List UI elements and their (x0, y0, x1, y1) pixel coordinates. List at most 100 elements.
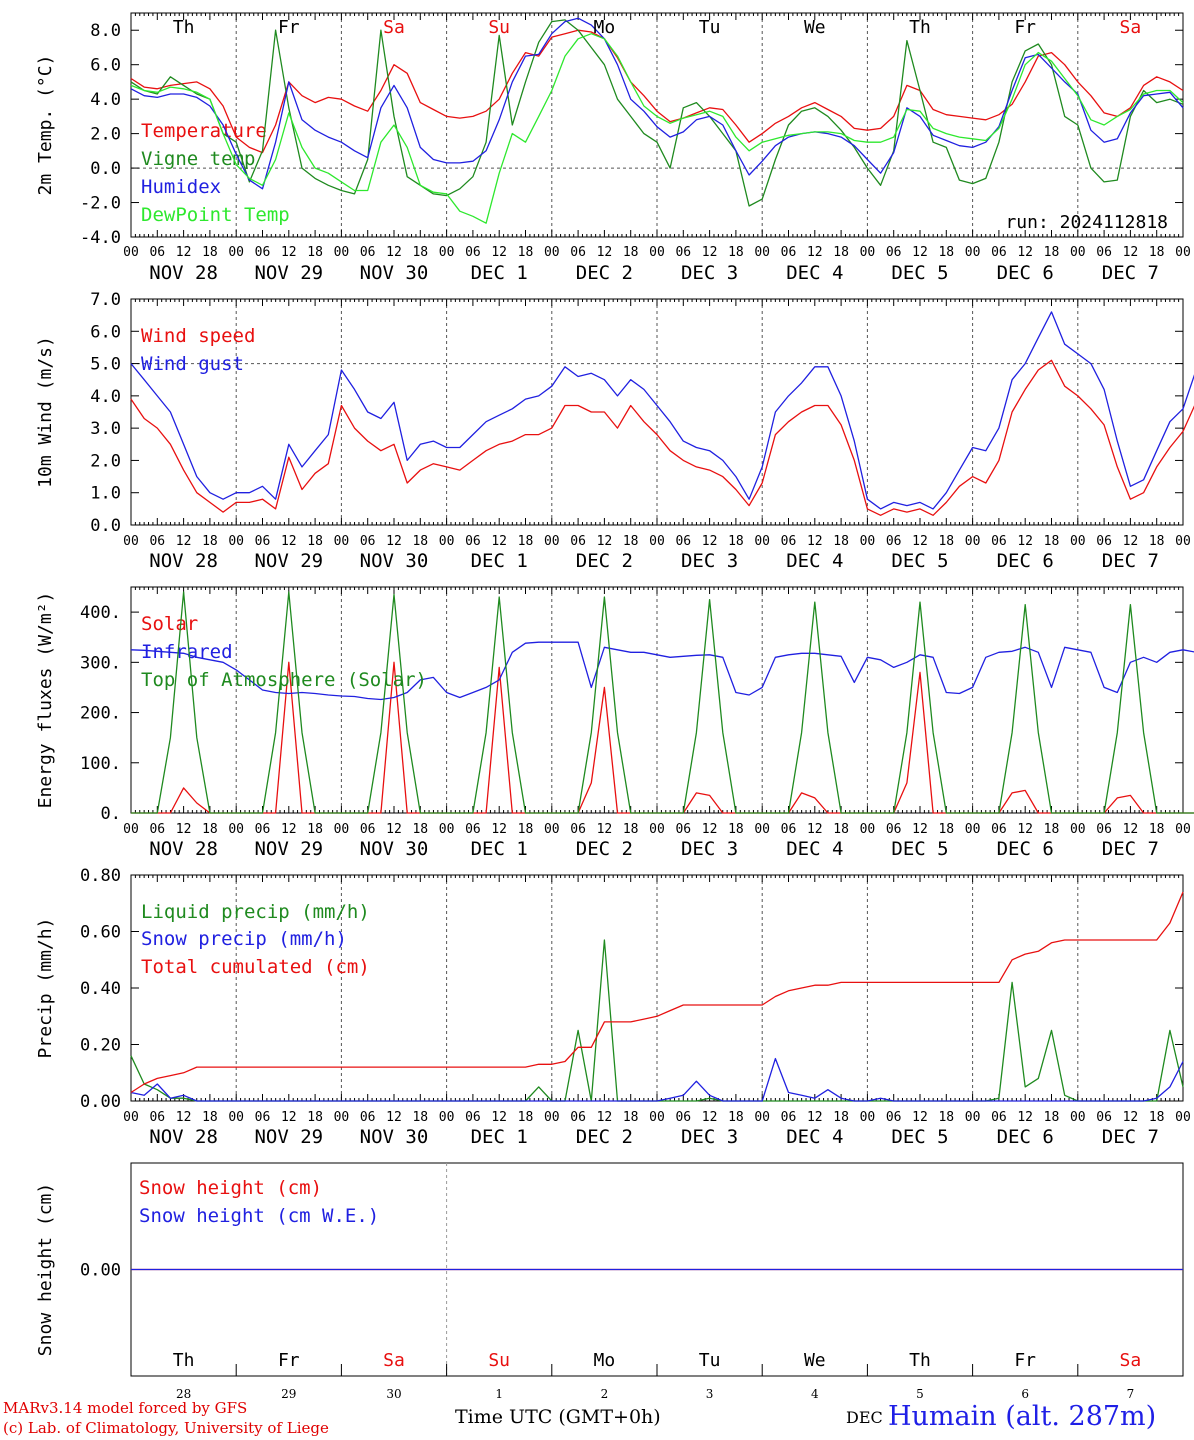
hour-tick-label: 12 (386, 1110, 402, 1125)
hour-tick-label: 00 (1070, 534, 1086, 549)
hour-tick-label: 00 (228, 245, 244, 260)
day-number-label: 29 (281, 1387, 296, 1401)
date-label: DEC 5 (891, 838, 948, 860)
station-name: Humain (alt. 287m) (888, 1401, 1157, 1432)
weekday-label: Fr (1014, 1350, 1036, 1371)
hour-tick-label: 00 (754, 245, 770, 260)
hour-tick-label: 12 (281, 1110, 297, 1125)
hour-tick-label: 18 (412, 822, 428, 837)
hour-tick-label: 06 (570, 534, 586, 549)
weekday-label: Mo (594, 1350, 616, 1371)
date-label: DEC 2 (576, 550, 633, 572)
hour-tick-label: 06 (465, 245, 481, 260)
hour-tick-label: 06 (781, 534, 797, 549)
hour-tick-label: 00 (439, 1110, 455, 1125)
hour-tick-label: 18 (938, 822, 954, 837)
hour-tick-label: 00 (860, 1110, 876, 1125)
y-tick-label: 100. (80, 754, 121, 774)
hour-tick-label: 06 (570, 1110, 586, 1125)
series-3-1-line (130, 1057, 1184, 1102)
hour-tick-label: 00 (123, 822, 139, 837)
hour-tick-label: 12 (1123, 534, 1139, 549)
hour-tick-label: 12 (807, 1110, 823, 1125)
hour-tick-label: 06 (255, 245, 271, 260)
date-label: DEC 1 (471, 550, 528, 572)
hour-tick-label: 00 (228, 822, 244, 837)
date-label: NOV 30 (360, 550, 429, 572)
date-label: DEC 3 (681, 262, 738, 284)
weekday-label: Su (488, 1350, 510, 1371)
hour-tick-label: 06 (255, 822, 271, 837)
hour-tick-label: 12 (1017, 1110, 1033, 1125)
hour-tick-label: 00 (1070, 245, 1086, 260)
hour-tick-label: 00 (965, 822, 981, 837)
hour-tick-label: 00 (334, 245, 350, 260)
hour-tick-label: 18 (307, 534, 323, 549)
hour-tick-label: 06 (360, 245, 376, 260)
series-0-2-line (130, 17, 1184, 190)
credit-model: MARv3.14 model forced by GFS (3, 1399, 248, 1417)
hour-tick-label: 06 (675, 1110, 691, 1125)
series-2-2-line (131, 591, 1194, 814)
date-label: DEC 4 (786, 550, 843, 572)
weekday-label: Th (173, 17, 195, 38)
hour-tick-label: 06 (781, 822, 797, 837)
hour-tick-label: 00 (334, 1110, 350, 1125)
y-tick-label: 0.0 (90, 159, 121, 179)
weekday-label: Fr (1014, 17, 1036, 38)
legend-0-1: Vigne temp (141, 148, 255, 170)
date-label: NOV 30 (360, 262, 429, 284)
date-label: DEC 5 (891, 262, 948, 284)
hour-tick-label: 12 (1017, 822, 1033, 837)
hour-tick-label: 12 (702, 245, 718, 260)
hour-tick-label: 12 (491, 245, 507, 260)
weekday-label: Th (909, 1350, 931, 1371)
y-tick-label: 200. (80, 704, 121, 724)
date-label: DEC 6 (997, 550, 1054, 572)
hour-tick-label: 06 (1096, 1110, 1112, 1125)
legend-4-0: Snow height (cm) (139, 1177, 322, 1199)
hour-tick-label: 12 (702, 1110, 718, 1125)
series-1-1-line (130, 311, 1194, 510)
hour-tick-label: 18 (518, 822, 534, 837)
hour-tick-label: 00 (439, 822, 455, 837)
date-label: NOV 28 (149, 262, 218, 284)
hour-tick-label: 06 (1096, 245, 1112, 260)
hour-tick-label: 00 (965, 245, 981, 260)
hour-tick-label: 06 (149, 1110, 165, 1125)
y-tick-label: 6.0 (90, 322, 121, 342)
legend-2-2: Top of Atmosphere (Solar) (141, 669, 427, 691)
date-label: DEC 7 (1102, 262, 1159, 284)
date-label: NOV 30 (360, 838, 429, 860)
hour-tick-label: 12 (1123, 1110, 1139, 1125)
time-axis-label: Time UTC (GMT+0h) (455, 1406, 661, 1428)
hour-tick-label: 00 (649, 822, 665, 837)
legend-0-3: DewPoint Temp (141, 204, 290, 226)
hour-tick-label: 18 (412, 534, 428, 549)
hour-tick-label: 00 (649, 245, 665, 260)
y-axis-label: 2m Temp. (°C) (35, 55, 56, 196)
hour-tick-label: 12 (281, 822, 297, 837)
hour-tick-label: 12 (597, 1110, 613, 1125)
month-label: DEC (846, 1408, 883, 1427)
hour-tick-label: 06 (360, 534, 376, 549)
hour-tick-label: 00 (228, 1110, 244, 1125)
hour-tick-label: 18 (833, 822, 849, 837)
date-label: DEC 3 (681, 1126, 738, 1148)
y-tick-label: 4.0 (90, 387, 121, 407)
date-label: NOV 29 (254, 838, 323, 860)
date-label: DEC 2 (576, 838, 633, 860)
hour-tick-label: 06 (570, 822, 586, 837)
hour-tick-label: 06 (1096, 822, 1112, 837)
hour-tick-label: 06 (149, 245, 165, 260)
hour-tick-label: 12 (1017, 534, 1033, 549)
hour-tick-label: 00 (334, 534, 350, 549)
hour-tick-label: 18 (1044, 822, 1060, 837)
hour-tick-label: 06 (1096, 534, 1112, 549)
weekday-label: We (804, 17, 826, 38)
hour-tick-label: 00 (860, 822, 876, 837)
weekday-label: Fr (278, 17, 300, 38)
hour-tick-label: 12 (1123, 822, 1139, 837)
hour-tick-label: 00 (544, 1110, 560, 1125)
hour-tick-label: 06 (991, 245, 1007, 260)
